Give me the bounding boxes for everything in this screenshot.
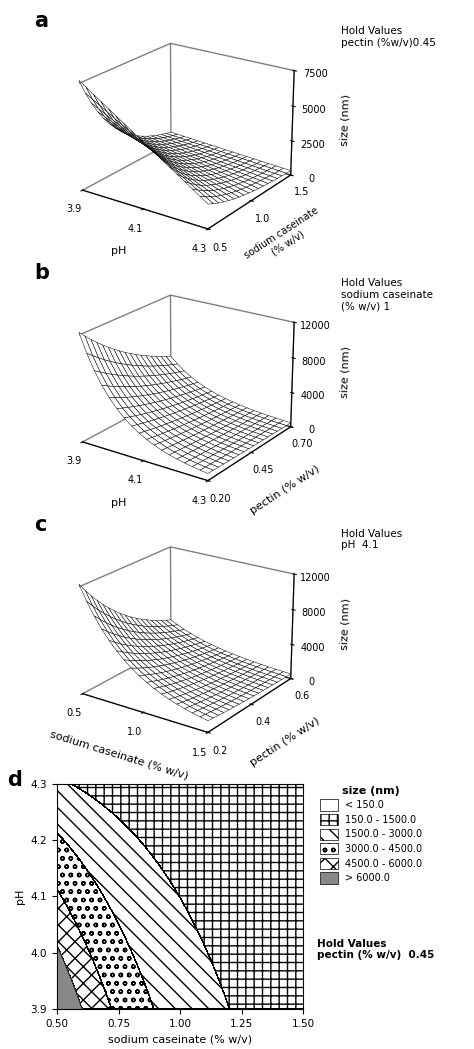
X-axis label: sodium caseinate (% w/v): sodium caseinate (% w/v) [48, 729, 189, 782]
Y-axis label: pH: pH [15, 889, 25, 904]
Text: b: b [34, 263, 49, 283]
Text: d: d [8, 770, 22, 790]
Text: Hold Values
pectin (%w/v)0.45: Hold Values pectin (%w/v)0.45 [341, 26, 436, 48]
Text: Hold Values
pH  4.1: Hold Values pH 4.1 [341, 529, 402, 551]
Text: Hold Values
pectin (% w/v)  0.45: Hold Values pectin (% w/v) 0.45 [317, 939, 434, 961]
Text: Hold Values
sodium caseinate
(% w/v) 1: Hold Values sodium caseinate (% w/v) 1 [341, 278, 433, 312]
X-axis label: sodium caseinate (% w/v): sodium caseinate (% w/v) [108, 1034, 252, 1045]
Y-axis label: sodium caseinate
(% w/v): sodium caseinate (% w/v) [243, 206, 327, 271]
Legend: < 150.0, 150.0 - 1500.0, 1500.0 - 3000.0, 3000.0 - 4500.0, 4500.0 - 6000.0, > 60: < 150.0, 150.0 - 1500.0, 1500.0 - 3000.0… [318, 784, 424, 885]
Y-axis label: pectin (% w/v): pectin (% w/v) [248, 464, 321, 516]
X-axis label: pH: pH [111, 247, 127, 256]
Text: a: a [34, 12, 48, 31]
Text: c: c [34, 515, 46, 535]
X-axis label: pH: pH [111, 498, 127, 508]
Y-axis label: pectin (% w/v): pectin (% w/v) [248, 715, 321, 768]
